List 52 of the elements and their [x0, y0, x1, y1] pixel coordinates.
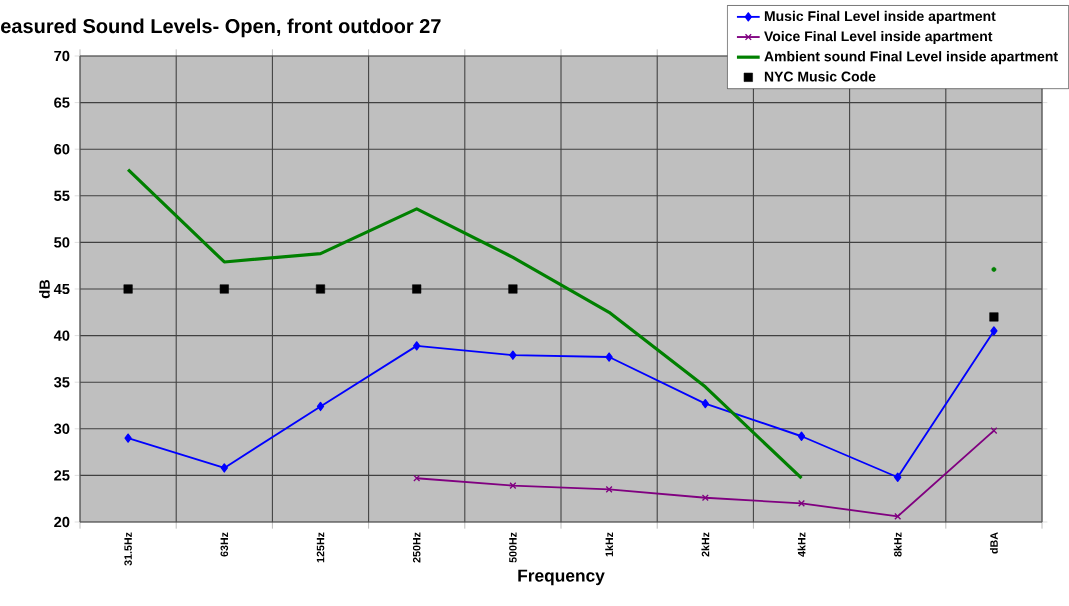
x-tick-label: 4kHz	[797, 532, 806, 557]
y-tick-label: 30	[53, 423, 70, 434]
point	[413, 474, 421, 482]
point	[220, 463, 228, 473]
point	[991, 267, 997, 272]
point	[605, 352, 613, 362]
point	[509, 482, 517, 490]
y-tick-label: 70	[54, 50, 70, 62]
y-tick-label: 35	[53, 377, 70, 388]
x-tick-label: 250Hz	[412, 532, 421, 563]
legend-label: Music Final Level inside apartment	[764, 10, 996, 24]
point	[509, 350, 517, 360]
point	[894, 472, 902, 482]
point	[797, 431, 806, 441]
legend-label: NYC Music Code	[764, 71, 876, 82]
x-axis-title: Frequency	[518, 569, 605, 586]
point	[701, 398, 709, 409]
point	[990, 326, 998, 336]
x-tick-label: 1kHz	[605, 532, 613, 557]
point	[413, 341, 421, 351]
y-tick-label: 45	[53, 283, 70, 295]
y-tick-label: 40	[53, 330, 70, 341]
point	[798, 499, 806, 507]
point	[316, 401, 325, 412]
point	[124, 433, 132, 443]
legend-label: Ambient sound Final Level inside apartment	[764, 51, 1058, 65]
x-tick-label: 63Hz	[220, 532, 229, 557]
point	[508, 284, 518, 294]
point	[315, 284, 326, 294]
x-tick-label: 125Hz	[316, 532, 325, 563]
point	[894, 512, 902, 520]
legend-label: Voice Final Level inside apartment	[764, 30, 993, 44]
point	[989, 312, 999, 322]
x-tick-label: 31.5Hz	[124, 532, 132, 566]
y-tick-label: 50	[54, 237, 70, 248]
point	[605, 485, 613, 493]
x-tick-label: dBA	[989, 532, 998, 554]
y-tick-label: 25	[54, 470, 70, 481]
point	[701, 494, 709, 502]
point	[123, 284, 133, 294]
y-tick-label: 65	[54, 97, 70, 108]
x-tick-label: 8kHz	[893, 532, 902, 557]
x-tick-label: 500Hz	[509, 532, 517, 563]
point	[990, 427, 998, 435]
y-axis-title: dB	[39, 279, 50, 299]
y-tick-label: 60	[54, 144, 70, 155]
chart-title: easured Sound Levels- Open, front outdoor 27	[1, 18, 441, 38]
point	[219, 284, 229, 294]
point	[412, 284, 422, 294]
x-tick-label: 2kHz	[701, 532, 710, 557]
y-tick-label: 55	[54, 190, 70, 201]
y-tick-label: 20	[54, 516, 70, 528]
